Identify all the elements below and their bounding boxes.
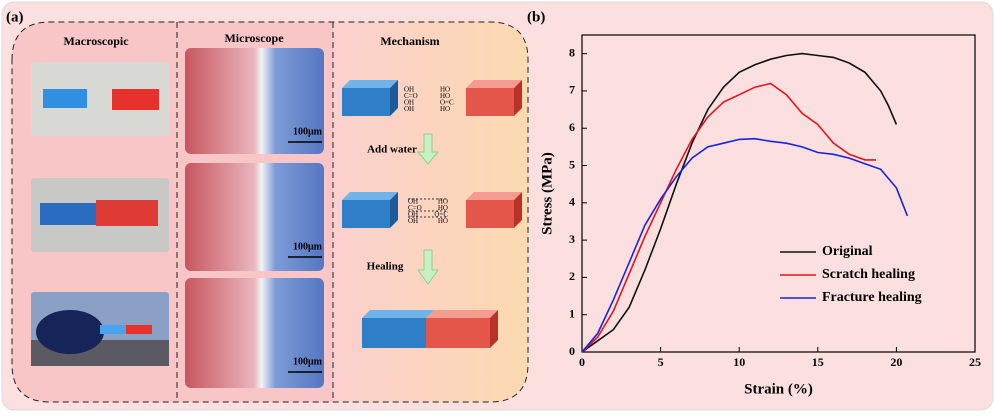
x-tick-label: 20 [890, 355, 902, 369]
y-tick-label: 2 [569, 269, 575, 283]
glove [36, 310, 104, 354]
panel-label: (b) [527, 9, 545, 25]
line [581, 137, 909, 353]
y-tick-label: 1 [569, 306, 575, 320]
red-strip [96, 200, 158, 226]
x-axis-label: Strain (%) [744, 381, 813, 397]
x-tick-label: 10 [733, 355, 745, 369]
chem-group: C=O [404, 92, 418, 100]
chem-group: HO [438, 204, 448, 212]
scale-bar-label: 100μm [293, 356, 323, 367]
column-title: Mechanism [380, 34, 439, 48]
chem-group: OH [408, 198, 418, 206]
y-tick-label: 5 [569, 157, 575, 171]
chem-group: HO [438, 217, 448, 225]
x-tick-label: 15 [812, 355, 824, 369]
chem-group: O=C [440, 99, 454, 107]
arrow [417, 249, 439, 285]
chem-group: HO [440, 86, 450, 94]
x-tick-label: 5 [658, 355, 664, 369]
red-strip [126, 325, 152, 334]
step-label: Healing [367, 261, 404, 273]
micrograph [185, 163, 324, 271]
chem-group: C=O [408, 204, 422, 212]
micrograph [185, 278, 324, 388]
y-tick-label: 6 [569, 120, 575, 134]
y-tick-label: 3 [569, 232, 575, 246]
y-tick-label: 7 [569, 83, 575, 97]
y-tick-label: 4 [569, 195, 575, 209]
chem-group: OH [404, 99, 414, 107]
panel-a-border [11, 21, 529, 403]
line [581, 82, 876, 353]
legend-label: Fracture healing [822, 290, 922, 305]
block-pair [342, 80, 522, 116]
chem-group: OH [404, 86, 414, 94]
column-title: Macroscopic [63, 34, 129, 48]
red-strip [112, 89, 159, 110]
blue-strip [100, 325, 126, 334]
legend-label: Original [822, 244, 873, 259]
legend-label: Scratch healing [822, 267, 915, 282]
x-tick-label: 25 [969, 355, 981, 369]
panel-a-mech-bg [333, 22, 528, 402]
block-pair [342, 192, 522, 228]
y-tick-label: 8 [569, 45, 575, 59]
x-tick-label: 0 [579, 355, 585, 369]
healed-block [362, 310, 498, 348]
chem-group: HO [438, 198, 448, 206]
y-axis-label: Stress (MPa) [539, 152, 555, 235]
micrograph [185, 48, 324, 154]
y-tick-label: 0 [569, 344, 575, 358]
arrow [416, 133, 440, 165]
chem-group: OH [404, 105, 414, 113]
blue-strip [43, 89, 87, 108]
chem-group: O=C [434, 211, 448, 219]
chem-group: HO [440, 105, 450, 113]
scale-bar-label: 100μm [293, 126, 323, 137]
line [581, 52, 898, 353]
plot-frame [581, 34, 976, 353]
chem-group: OH [408, 217, 418, 225]
chem-group: OH [408, 211, 418, 219]
column-title: Microscope [224, 31, 284, 45]
photo [31, 62, 169, 136]
panel-label: (a) [6, 9, 24, 25]
step-label: Add water [367, 144, 417, 156]
blue-strip [40, 203, 98, 225]
scale-bar-label: 100μm [293, 241, 323, 252]
chem-group: HO [440, 92, 450, 100]
